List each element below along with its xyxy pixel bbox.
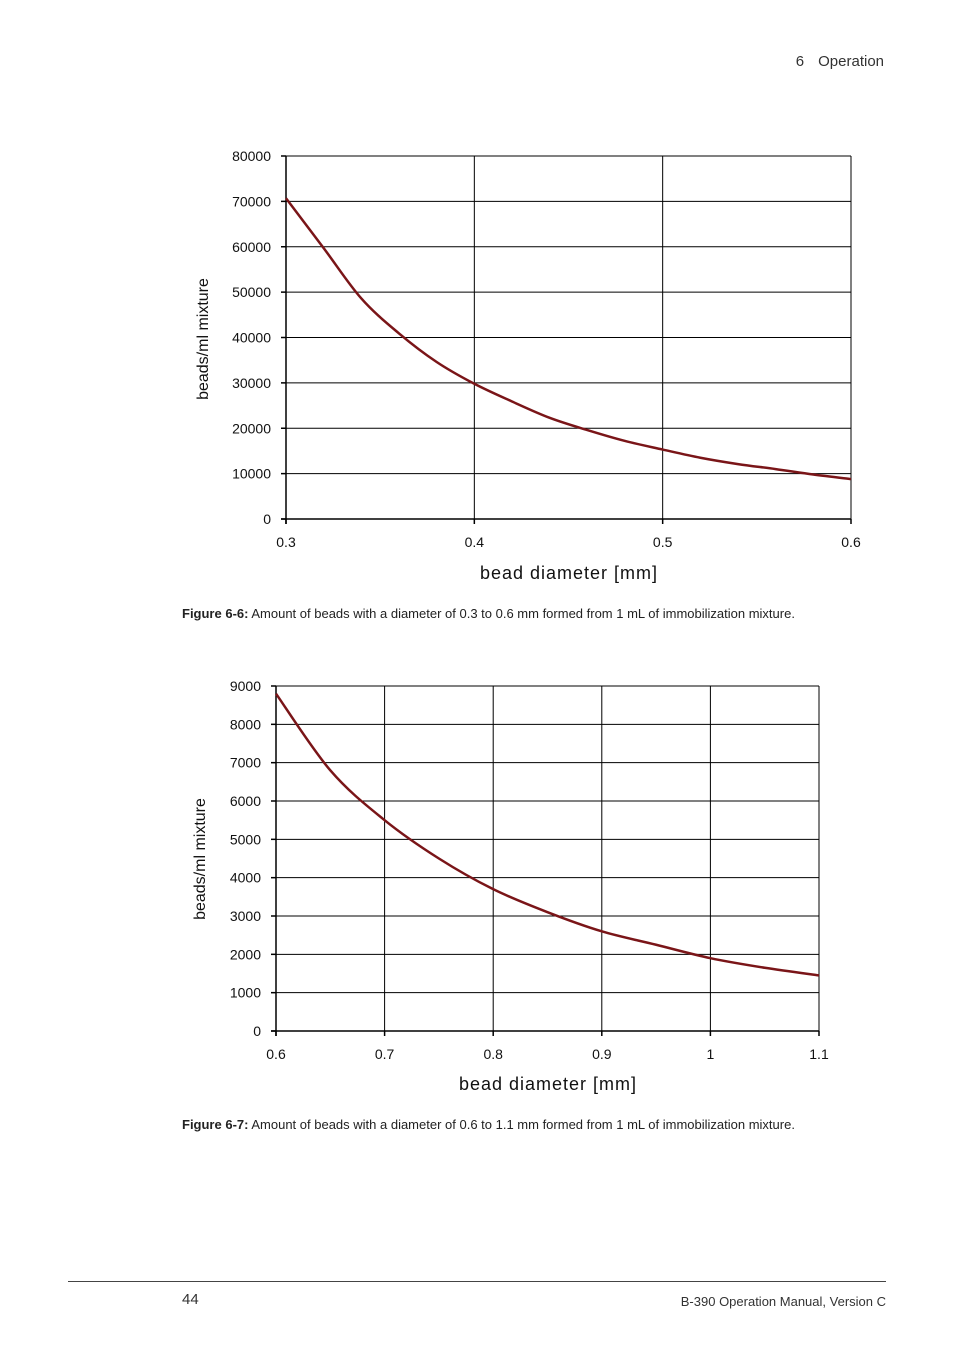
y-tick-label: 9000	[230, 678, 261, 694]
x-axis-title: bead diameter [mm]	[480, 563, 658, 583]
footer-divider	[68, 1281, 886, 1282]
x-tick-label: 1	[707, 1046, 715, 1062]
x-tick-label: 0.6	[266, 1046, 286, 1062]
series-line	[285, 197, 852, 481]
caption-text: Amount of beads with a diameter of 0.6 t…	[248, 1117, 795, 1132]
y-tick-label: 50000	[232, 284, 271, 300]
chart-figure-6-6: 0 10000 20000 30000 40000 50000 60000 70000 8000…	[195, 148, 861, 583]
x-tick-label: 0.4	[465, 534, 485, 550]
series-line	[274, 692, 820, 977]
page-header: 6 Operation	[796, 53, 884, 70]
y-tick-label: 10000	[232, 466, 271, 482]
x-tick-label: 1.1	[809, 1046, 829, 1062]
y-tick-label: 40000	[232, 330, 271, 346]
y-tick-label: 80000	[232, 148, 271, 164]
x-tick-label: 0.5	[653, 534, 673, 550]
y-tick-label: 30000	[232, 375, 271, 391]
x-tick-label: 0.6	[841, 534, 861, 550]
x-tick-label: 0.7	[375, 1046, 395, 1062]
page-number: 44	[182, 1291, 199, 1308]
y-axis-title: beads/ml mixture	[192, 798, 209, 920]
y-axis-title: beads/ml mixture	[195, 278, 212, 400]
y-tick-label: 1000	[230, 985, 261, 1001]
x-tick-label: 0.3	[276, 534, 296, 550]
y-tick-label: 0	[253, 1023, 261, 1039]
y-tick-label: 6000	[230, 793, 261, 809]
y-tick-label: 3000	[230, 908, 261, 924]
y-tick-label: 7000	[230, 755, 261, 771]
y-tick-label: 4000	[230, 870, 261, 886]
y-tick-label: 8000	[230, 716, 261, 732]
x-tick-label: 0.9	[592, 1046, 612, 1062]
manual-version: B-390 Operation Manual, Version C	[680, 1294, 886, 1309]
y-tick-label: 2000	[230, 946, 261, 962]
chapter-title: Operation	[818, 53, 884, 70]
y-tick-label: 60000	[232, 239, 271, 255]
caption-figure-6-7: Figure 6-7: Amount of beads with a diame…	[182, 1117, 795, 1132]
chart-figure-6-7: 0 1000 2000 3000 4000 5000 6000 7000 8000 9000 0.6…	[192, 678, 829, 1094]
caption-label: Figure 6-6:	[182, 606, 249, 621]
y-tick-label: 70000	[232, 193, 271, 209]
y-tick-label: 0	[263, 511, 271, 527]
caption-text: Amount of beads with a diameter of 0.3 t…	[248, 606, 795, 621]
y-tick-label: 5000	[230, 831, 261, 847]
chapter-number: 6	[795, 53, 805, 70]
x-tick-label: 0.8	[483, 1046, 503, 1062]
caption-label: Figure 6-7:	[182, 1117, 249, 1132]
y-tick-label: 20000	[232, 420, 271, 436]
x-axis-title: bead diameter [mm]	[459, 1074, 637, 1094]
caption-figure-6-6: Figure 6-6: Amount of beads with a diame…	[182, 606, 795, 621]
